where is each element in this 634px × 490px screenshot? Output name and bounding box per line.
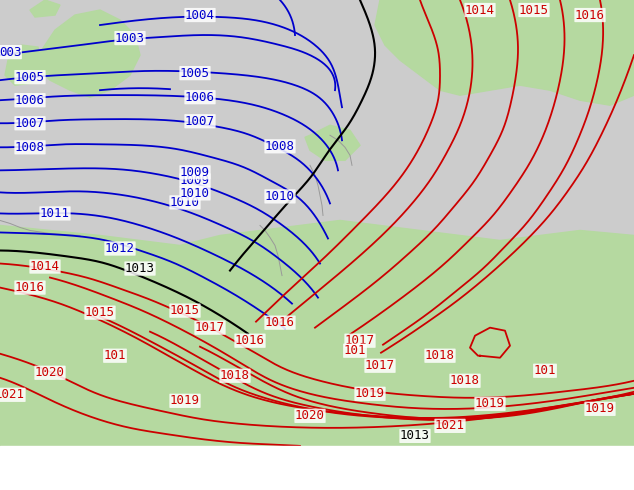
Polygon shape xyxy=(30,0,60,17)
Text: 1005: 1005 xyxy=(180,67,210,80)
Text: Tu 28-05-2024 18:00 UTC (12+06): Tu 28-05-2024 18:00 UTC (12+06) xyxy=(396,453,629,466)
Text: 101: 101 xyxy=(534,364,556,377)
Text: 1017: 1017 xyxy=(195,321,225,334)
Text: 1009: 1009 xyxy=(180,166,210,179)
Text: 1015: 1015 xyxy=(519,3,549,17)
Text: 1009: 1009 xyxy=(180,174,210,187)
Text: 1020: 1020 xyxy=(35,366,65,379)
Text: 1013: 1013 xyxy=(400,429,430,442)
Text: 1018: 1018 xyxy=(450,374,480,387)
Text: 1008: 1008 xyxy=(15,141,45,154)
Text: 101: 101 xyxy=(344,344,366,357)
Polygon shape xyxy=(35,10,140,97)
Polygon shape xyxy=(0,220,634,446)
Text: 1010: 1010 xyxy=(180,187,210,200)
Text: 1015: 1015 xyxy=(170,304,200,317)
Text: 1012: 1012 xyxy=(105,242,135,255)
Text: 1019: 1019 xyxy=(170,394,200,407)
Text: 1013: 1013 xyxy=(125,262,155,275)
Text: 1019: 1019 xyxy=(475,397,505,410)
Text: 101: 101 xyxy=(104,349,126,362)
Polygon shape xyxy=(5,45,42,85)
Text: 1018: 1018 xyxy=(220,369,250,382)
Text: 1019: 1019 xyxy=(355,387,385,400)
Text: 1019: 1019 xyxy=(585,402,615,416)
Text: 1010: 1010 xyxy=(265,190,295,203)
Text: 1014: 1014 xyxy=(30,260,60,273)
Text: 1007: 1007 xyxy=(185,115,215,128)
Text: 1016: 1016 xyxy=(15,281,45,294)
Text: 1006: 1006 xyxy=(15,94,45,107)
Text: 1020: 1020 xyxy=(295,409,325,422)
Text: 1017: 1017 xyxy=(365,359,395,372)
Polygon shape xyxy=(305,125,360,160)
Text: 1021: 1021 xyxy=(0,388,25,401)
Text: 1014: 1014 xyxy=(465,3,495,17)
Text: 1018: 1018 xyxy=(425,349,455,362)
Text: 1015: 1015 xyxy=(85,306,115,319)
Text: 1004: 1004 xyxy=(185,8,215,22)
Text: 1008: 1008 xyxy=(265,140,295,153)
Text: 1006: 1006 xyxy=(185,91,215,104)
Text: 003: 003 xyxy=(0,46,22,59)
Text: 1017: 1017 xyxy=(345,334,375,347)
Text: 1007: 1007 xyxy=(15,117,45,130)
Text: 1016: 1016 xyxy=(575,8,605,22)
Polygon shape xyxy=(375,0,634,105)
Text: 1016: 1016 xyxy=(265,316,295,329)
Text: Surface pressure [hPa] ECMWF: Surface pressure [hPa] ECMWF xyxy=(5,459,215,471)
Text: 1010: 1010 xyxy=(170,196,200,209)
Text: ©weatheronline.co.uk: ©weatheronline.co.uk xyxy=(505,475,629,485)
Text: 1016: 1016 xyxy=(235,334,265,347)
Text: 1011: 1011 xyxy=(40,207,70,220)
Text: 1021: 1021 xyxy=(435,419,465,432)
Text: 1003: 1003 xyxy=(115,31,145,45)
Text: 1005: 1005 xyxy=(15,71,45,84)
